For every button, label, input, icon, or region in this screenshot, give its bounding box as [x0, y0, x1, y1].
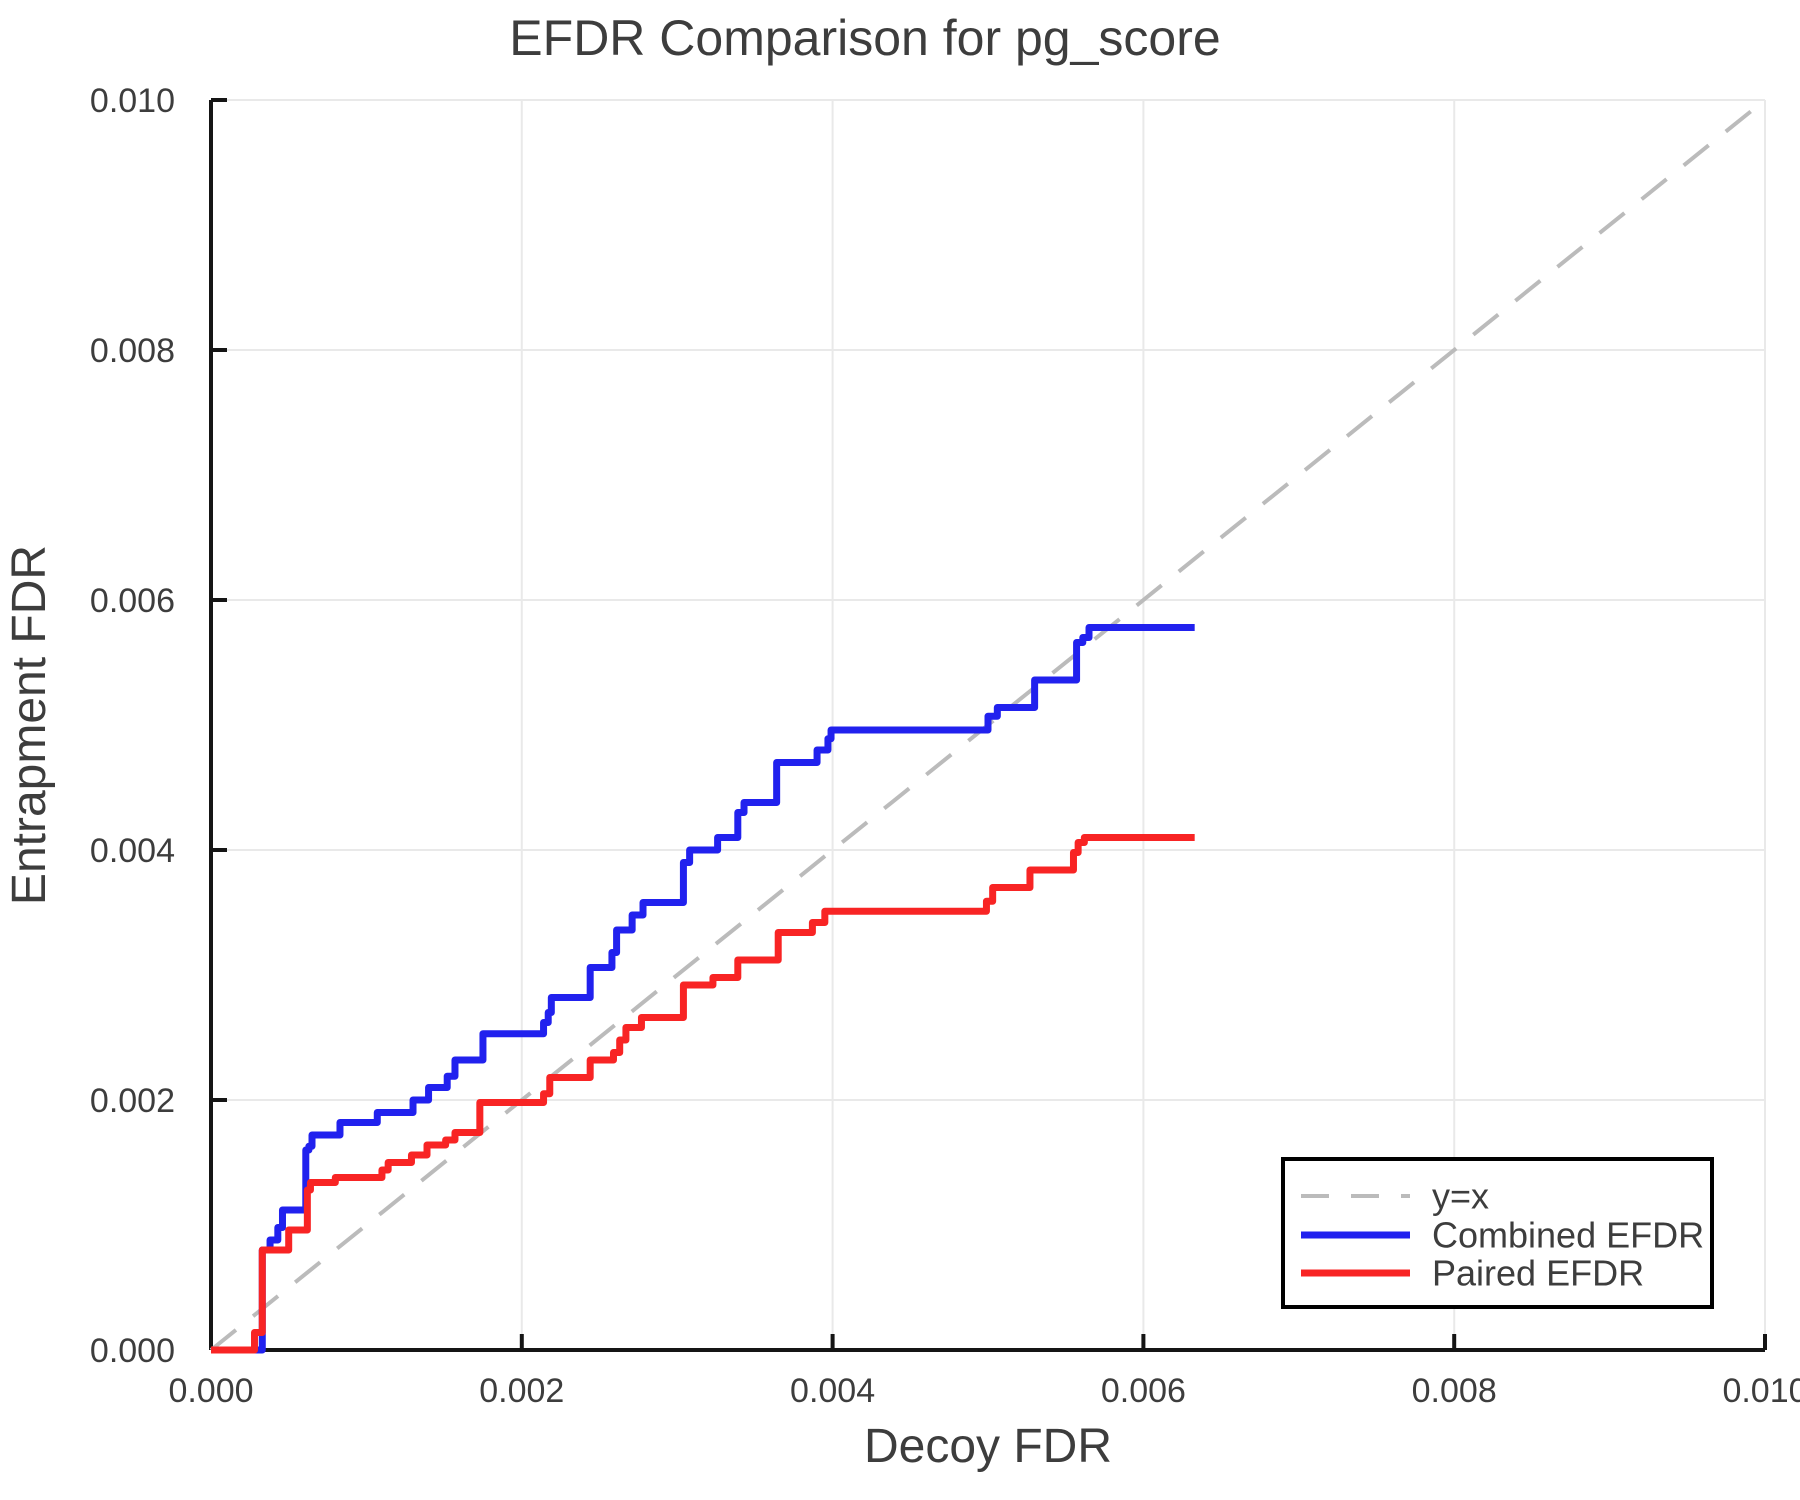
y-tick-label: 0.002	[90, 1082, 175, 1120]
x-axis-label: Decoy FDR	[864, 1420, 1112, 1473]
y-tick-label: 0.000	[90, 1332, 175, 1370]
legend-label-y-equals-x: y=x	[1432, 1176, 1489, 1217]
y-tick-label: 0.010	[90, 82, 175, 120]
y-tick-label: 0.006	[90, 582, 175, 620]
x-tick-label: 0.004	[790, 1372, 875, 1410]
y-tick-label: 0.004	[90, 832, 175, 870]
axis-layer	[209, 98, 1767, 1352]
legend-label-paired-efdr: Paired EFDR	[1432, 1253, 1644, 1294]
x-tick-label: 0.006	[1101, 1372, 1186, 1410]
x-tick-label: 0.008	[1412, 1372, 1497, 1410]
legend: y=x Combined EFDR Paired EFDR	[1281, 1157, 1714, 1309]
y-tick-label: 0.008	[90, 332, 175, 370]
series-line-combined-efdr	[211, 624, 1195, 1354]
chart-title: EFDR Comparison for pg_score	[509, 10, 1220, 66]
y-axis-label: Entrapment FDR	[3, 545, 56, 905]
x-tick-label: 0.000	[168, 1372, 253, 1410]
series-line-paired-efdr	[211, 834, 1195, 1354]
series-layer	[209, 98, 1767, 1354]
x-tick-label: 0.010	[1722, 1372, 1800, 1410]
tick-label-layer: 0.000 0.002 0.004 0.006 0.008 0.010 0.000 0.002…	[90, 82, 1800, 1410]
legend-label-combined-efdr: Combined EFDR	[1432, 1215, 1704, 1256]
x-tick-label: 0.002	[479, 1372, 564, 1410]
